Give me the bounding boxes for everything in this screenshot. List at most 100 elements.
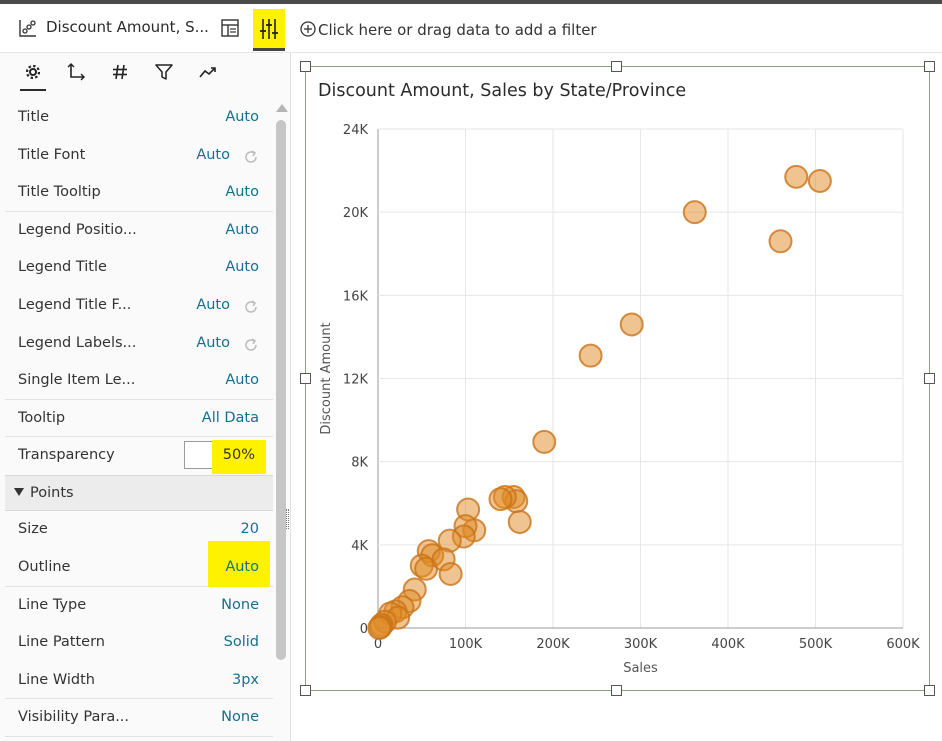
data-point[interactable] — [488, 487, 513, 512]
tab-axis[interactable] — [63, 63, 89, 91]
data-point[interactable] — [768, 229, 793, 254]
reset-icon[interactable] — [242, 148, 260, 166]
resize-handle[interactable] — [924, 61, 935, 72]
prop-label: Legend Title F... — [18, 296, 132, 313]
prop-row-legend-labels[interactable]: Legend Labels... Auto — [5, 324, 273, 363]
scatter-chart[interactable]: 0 100K 200K 300K 400K 500K 600K 0 4K 8K 12K 16K 20K 2… — [292, 53, 942, 703]
prop-row-line-pattern[interactable]: Line Pattern Solid — [5, 624, 273, 662]
resize-handle[interactable] — [924, 373, 935, 384]
tab-values[interactable] — [107, 63, 133, 91]
panel-scrollbar[interactable] — [276, 104, 288, 664]
prop-row-title-tooltip[interactable]: Title Tooltip Auto — [5, 174, 273, 212]
prop-label: Legend Title — [18, 259, 107, 276]
prop-value[interactable]: Auto — [225, 109, 259, 125]
tab-general[interactable] — [20, 63, 46, 91]
data-point[interactable] — [682, 200, 707, 225]
prop-value[interactable]: 20 — [240, 521, 259, 538]
layout-icon[interactable] — [220, 18, 240, 38]
prop-value[interactable]: 3px — [231, 671, 259, 688]
data-point[interactable] — [367, 616, 392, 640]
chart-title[interactable]: Discount Amount, Sales by State/Province — [318, 81, 687, 101]
prop-value[interactable]: Solid — [223, 634, 259, 651]
properties-button[interactable] — [253, 9, 285, 51]
data-point[interactable] — [784, 164, 809, 189]
prop-label: Line Type — [18, 596, 87, 613]
x-tick-label: 0 — [374, 637, 382, 652]
tab-filters[interactable] — [151, 63, 177, 91]
data-point[interactable] — [578, 343, 603, 368]
prop-value[interactable]: Auto — [225, 372, 259, 389]
prop-label: Title Tooltip — [18, 184, 101, 201]
y-tick-label: 16K — [343, 289, 369, 304]
filter-icon — [155, 64, 173, 80]
prop-value[interactable]: Auto — [225, 221, 259, 238]
x-axis-label: Sales — [623, 661, 658, 676]
x-tick-label: 100K — [449, 637, 483, 652]
prop-row-legend-title[interactable]: Legend Title Auto — [5, 249, 273, 287]
scatter-chart-icon[interactable] — [18, 18, 38, 38]
collapse-triangle-icon[interactable] — [14, 488, 24, 497]
data-point[interactable] — [507, 509, 532, 534]
reset-icon[interactable] — [242, 336, 260, 354]
data-point[interactable] — [807, 168, 832, 193]
scroll-thumb[interactable] — [276, 120, 286, 660]
filter-placeholder[interactable]: Click here or drag data to add a filter — [318, 21, 597, 39]
x-tick-label: 500K — [799, 637, 833, 652]
resize-handle[interactable] — [300, 685, 311, 696]
prop-value[interactable]: Auto — [225, 259, 259, 276]
data-point[interactable] — [438, 561, 463, 586]
transparency-value[interactable]: 50% — [222, 447, 255, 464]
section-points[interactable]: Points — [5, 475, 273, 512]
x-tick-label: 600K — [886, 637, 920, 652]
prop-row-transparency: Transparency 50% — [5, 437, 273, 476]
prop-label: Outline — [18, 558, 71, 575]
prop-row-outline[interactable]: Outline Auto — [5, 540, 273, 589]
resize-handle[interactable] — [300, 373, 311, 384]
prop-value[interactable]: Auto — [225, 558, 259, 575]
prop-value[interactable]: Auto — [196, 296, 230, 313]
prop-value[interactable]: Auto — [225, 184, 259, 201]
prop-label: Legend Labels... — [18, 334, 137, 351]
resize-handle[interactable] — [300, 61, 311, 72]
prop-row-size[interactable]: Size 20 — [5, 511, 273, 549]
prop-label: Line Width — [18, 671, 95, 688]
prop-label: Legend Positio... — [18, 221, 137, 238]
panel-header: Discount Amount, S... — [0, 4, 291, 53]
prop-value[interactable]: Auto — [196, 334, 230, 351]
prop-value[interactable]: None — [221, 596, 259, 613]
x-tick-label: 300K — [624, 637, 658, 652]
resize-handle[interactable] — [611, 685, 622, 696]
trend-icon — [199, 67, 216, 78]
highlight-marker — [212, 440, 266, 475]
y-tick-label: 0 — [360, 622, 368, 637]
tab-analytics[interactable] — [195, 63, 221, 91]
prop-row-line-width[interactable]: Line Width 3px — [5, 661, 273, 700]
y-tick-label: 12K — [343, 373, 369, 388]
section-label: Points — [30, 485, 74, 502]
data-point[interactable] — [532, 429, 557, 454]
prop-row-legend-position[interactable]: Legend Positio... Auto — [5, 211, 273, 250]
prop-row-title-font[interactable]: Title Font Auto — [5, 136, 273, 175]
prop-row-title[interactable]: Title Auto — [5, 99, 273, 137]
visualization-title[interactable]: Discount Amount, S... — [46, 18, 209, 36]
property-list: Title Auto Title Font Auto Title Tooltip… — [5, 99, 273, 737]
prop-row-visibility-parameter[interactable]: Visibility Para... None — [5, 699, 273, 737]
data-point[interactable] — [619, 312, 644, 337]
reset-icon[interactable] — [242, 298, 260, 316]
prop-value[interactable]: None — [221, 709, 259, 726]
resize-handle[interactable] — [924, 685, 935, 696]
prop-row-line-type[interactable]: Line Type None — [5, 586, 273, 625]
prop-label: Line Pattern — [18, 634, 105, 651]
prop-row-tooltip[interactable]: Tooltip All Data — [5, 399, 273, 438]
add-circle-icon[interactable] — [300, 21, 316, 37]
filter-bar[interactable]: Click here or drag data to add a filter — [292, 4, 942, 53]
prop-row-legend-title-font[interactable]: Legend Title F... Auto — [5, 286, 273, 325]
prop-row-single-item-legend[interactable]: Single Item Le... Auto — [5, 362, 273, 400]
y-tick-label: 24K — [343, 123, 369, 138]
prop-value[interactable]: Auto — [196, 146, 230, 163]
resize-handle[interactable] — [611, 61, 622, 72]
resize-grip-icon[interactable] — [286, 509, 289, 529]
highlight-marker — [208, 540, 270, 589]
scroll-up-arrow-icon[interactable] — [276, 104, 288, 112]
prop-value[interactable]: All Data — [201, 409, 259, 426]
